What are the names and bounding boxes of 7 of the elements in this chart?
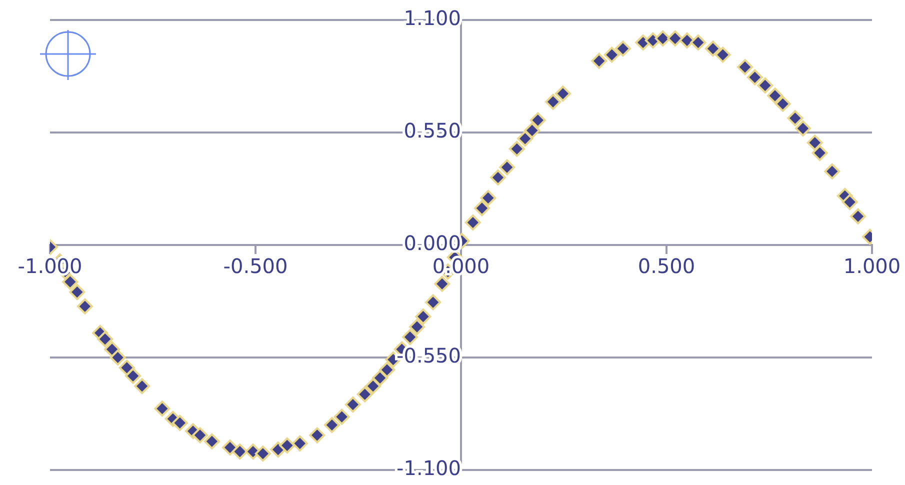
y-tick-label: -1.100 bbox=[396, 456, 461, 480]
y-tick-label: 0.550 bbox=[404, 118, 461, 143]
y-tick-label: 1.100 bbox=[404, 6, 461, 30]
x-tick-label: 1.000 bbox=[843, 254, 901, 278]
x-tick-label: -0.500 bbox=[223, 254, 288, 278]
x-tick-label: 0.500 bbox=[638, 254, 696, 278]
y-tick-label: 0.000 bbox=[404, 231, 461, 256]
